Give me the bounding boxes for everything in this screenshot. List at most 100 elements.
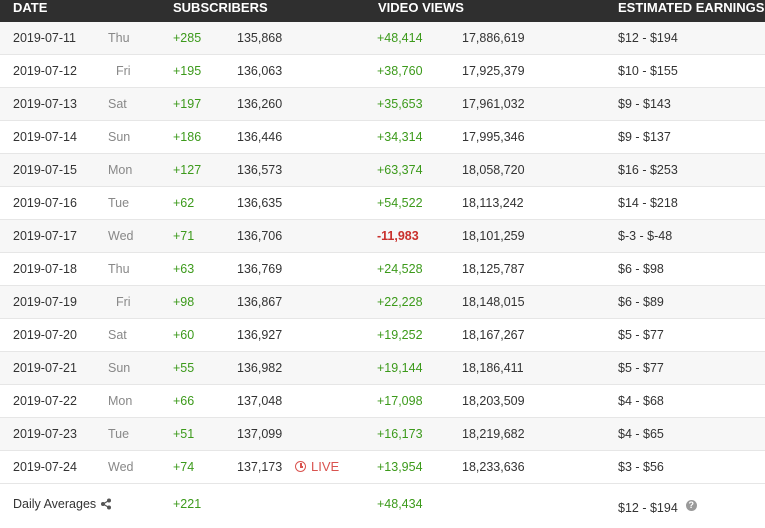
row-views-total: 17,961,032 bbox=[462, 97, 525, 111]
row-date: 2019-07-16 bbox=[13, 196, 77, 210]
table-row: 2019-07-16 Tue +62 136,635 +54,522 18,113,242… bbox=[0, 187, 765, 220]
row-earnings: $10 - $155 bbox=[618, 64, 678, 78]
row-earnings: $5 - $77 bbox=[618, 361, 664, 375]
table-row: 2019-07-24 Wed +74 137,173 +13,954 18,233,636… bbox=[0, 451, 765, 484]
row-date: 2019-07-19 bbox=[13, 295, 77, 309]
row-date: 2019-07-12 bbox=[13, 64, 77, 78]
row-day: Fri bbox=[116, 64, 131, 78]
row-views-total: 18,058,720 bbox=[462, 163, 525, 177]
row-date: 2019-07-13 bbox=[13, 97, 77, 111]
row-day: Sun bbox=[108, 361, 131, 375]
table-row: 2019-07-21 Sun +55 136,982 +19,144 18,186,411… bbox=[0, 352, 765, 385]
row-views-change: +38,760 bbox=[377, 64, 423, 78]
row-subscribers-change: +285 bbox=[173, 31, 202, 45]
daily-averages-label: Daily Averages bbox=[13, 484, 112, 524]
table-row: 2019-07-12 Fri +195 136,063 +38,760 17,925,37… bbox=[0, 55, 765, 88]
row-views-change: +16,173 bbox=[377, 427, 423, 441]
row-subscribers-change: +63 bbox=[173, 262, 195, 276]
row-day: Tue bbox=[108, 196, 130, 210]
row-subscribers-change: +127 bbox=[173, 163, 202, 177]
row-day: Mon bbox=[108, 394, 133, 408]
row-views-total: 17,886,619 bbox=[462, 31, 525, 45]
table-row: 2019-07-19 Fri +98 136,867 +22,228 18,148,015… bbox=[0, 286, 765, 319]
table-row: 2019-07-22 Mon +66 137,048 +17,098 18,203,509… bbox=[0, 385, 765, 418]
row-date: 2019-07-24 bbox=[13, 460, 77, 474]
row-earnings: $6 - $89 bbox=[618, 295, 664, 309]
row-views-total: 18,186,411 bbox=[462, 361, 524, 375]
row-day: Wed bbox=[108, 229, 134, 243]
row-views-change: -11,983 bbox=[377, 229, 419, 243]
row-subscribers-change: +74 bbox=[173, 460, 195, 474]
row-subscribers-change: +55 bbox=[173, 361, 195, 375]
row-day: Thu bbox=[108, 31, 130, 45]
avg-subscribers: +221 bbox=[173, 497, 202, 511]
row-subscribers-total: 136,063 bbox=[237, 64, 283, 78]
row-date: 2019-07-23 bbox=[13, 427, 77, 441]
row-views-total: 18,233,636 bbox=[462, 460, 525, 474]
header-estimated-earnings: ESTIMATED EARNINGS bbox=[618, 0, 765, 15]
row-views-change: +63,374 bbox=[377, 163, 423, 177]
table-header: DATE SUBSCRIBERS VIDEO VIEWS ESTIMATED E… bbox=[0, 0, 765, 22]
header-subscribers: SUBSCRIBERS bbox=[173, 0, 268, 15]
row-views-total: 18,125,787 bbox=[462, 262, 525, 276]
row-views-total: 18,113,242 bbox=[462, 196, 524, 210]
row-day: Sun bbox=[108, 130, 131, 144]
row-earnings: $9 - $137 bbox=[618, 130, 671, 144]
row-subscribers-change: +186 bbox=[173, 130, 202, 144]
row-date: 2019-07-14 bbox=[13, 130, 77, 144]
row-day: Mon bbox=[108, 163, 133, 177]
row-date: 2019-07-21 bbox=[13, 361, 77, 375]
row-views-change: +13,954 bbox=[377, 460, 423, 474]
table-row: 2019-07-15 Mon +127 136,573 +63,374 18,058,72… bbox=[0, 154, 765, 187]
row-earnings: $4 - $65 bbox=[618, 427, 664, 441]
row-date: 2019-07-15 bbox=[13, 163, 77, 177]
row-date: 2019-07-22 bbox=[13, 394, 77, 408]
row-earnings: $3 - $56 bbox=[618, 460, 664, 474]
row-earnings: $5 - $77 bbox=[618, 328, 664, 342]
row-views-change: +24,528 bbox=[377, 262, 423, 276]
row-day: Wed bbox=[108, 460, 134, 474]
row-subscribers-total: 135,868 bbox=[237, 31, 283, 45]
daily-averages-row: Daily Averages +221 +48,434 $12 - $194? bbox=[0, 484, 765, 524]
row-day: Tue bbox=[108, 427, 130, 441]
header-date: DATE bbox=[13, 0, 48, 15]
row-subscribers-total: 136,982 bbox=[237, 361, 283, 375]
row-subscribers-total: 136,769 bbox=[237, 262, 283, 276]
row-views-change: +34,314 bbox=[377, 130, 423, 144]
row-subscribers-total: 136,446 bbox=[237, 130, 283, 144]
row-subscribers-change: +98 bbox=[173, 295, 195, 309]
clock-icon bbox=[295, 461, 306, 472]
share-icon[interactable] bbox=[100, 486, 112, 510]
row-subscribers-total: 136,867 bbox=[237, 295, 283, 309]
avg-earnings: $12 - $194? bbox=[618, 488, 697, 528]
row-subscribers-total: 137,048 bbox=[237, 394, 283, 408]
table-row: 2019-07-23 Tue +51 137,099 +16,173 18,219,682… bbox=[0, 418, 765, 451]
live-indicator: LIVE bbox=[295, 451, 339, 483]
row-views-total: 18,101,259 bbox=[462, 229, 525, 243]
row-date: 2019-07-18 bbox=[13, 262, 77, 276]
row-subscribers-total: 136,706 bbox=[237, 229, 283, 243]
row-views-change: +19,144 bbox=[377, 361, 423, 375]
row-views-total: 18,203,509 bbox=[462, 394, 525, 408]
row-views-total: 18,148,015 bbox=[462, 295, 525, 309]
row-day: Thu bbox=[108, 262, 130, 276]
row-subscribers-change: +66 bbox=[173, 394, 195, 408]
row-subscribers-total: 136,635 bbox=[237, 196, 283, 210]
row-subscribers-change: +60 bbox=[173, 328, 195, 342]
table-row: 2019-07-20 Sat +60 136,927 +19,252 18,167,267… bbox=[0, 319, 765, 352]
table-row: 2019-07-18 Thu +63 136,769 +24,528 18,125,787… bbox=[0, 253, 765, 286]
help-icon[interactable]: ? bbox=[685, 500, 697, 511]
row-subscribers-total: 136,260 bbox=[237, 97, 283, 111]
row-earnings: $4 - $68 bbox=[618, 394, 664, 408]
row-subscribers-change: +71 bbox=[173, 229, 195, 243]
avg-video-views: +48,434 bbox=[377, 497, 423, 511]
table-row: 2019-07-14 Sun +186 136,446 +34,314 17,995,34… bbox=[0, 121, 765, 154]
row-earnings: $-3 - $-48 bbox=[618, 229, 673, 243]
row-date: 2019-07-20 bbox=[13, 328, 77, 342]
row-views-total: 17,925,379 bbox=[462, 64, 525, 78]
row-views-total: 18,219,682 bbox=[462, 427, 525, 441]
row-views-change: +22,228 bbox=[377, 295, 423, 309]
header-video-views: VIDEO VIEWS bbox=[378, 0, 464, 15]
row-day: Fri bbox=[116, 295, 131, 309]
